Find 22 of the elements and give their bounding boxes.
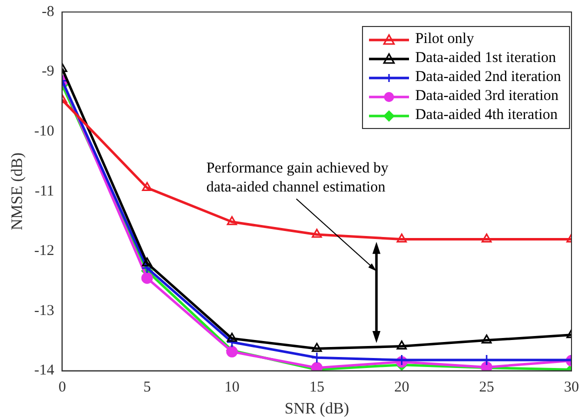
x-tick-label: 0 (58, 380, 66, 396)
x-tick-label: 10 (224, 380, 240, 396)
y-axis-title: NMSE (dB) (8, 152, 26, 230)
legend-label: Data-aided 3rd iteration (415, 88, 558, 104)
y-tick-label: -14 (34, 362, 55, 379)
legend-label: Data-aided 1st iteration (415, 50, 556, 66)
x-tick-label: 30 (564, 380, 579, 396)
y-tick-label: -11 (34, 183, 54, 200)
y-tick-label: -13 (34, 302, 54, 319)
y-tick-label: -9 (42, 64, 54, 80)
y-tick-label: -12 (34, 243, 54, 260)
x-tick-label: 20 (394, 380, 410, 396)
x-tick-label: 15 (309, 380, 324, 396)
legend-label: Data-aided 2nd iteration (415, 69, 561, 85)
annotation: Performance gain achieved by data-aided channel estimation (206, 160, 389, 196)
y-tick-label: -10 (34, 124, 54, 140)
legend-label: Data-aided 4th iteration (415, 107, 558, 123)
legend-label: Pilot only (415, 31, 474, 47)
x-axis-title: SNR (dB) (284, 400, 350, 418)
y-tick-label: -8 (42, 4, 54, 20)
x-tick-label: 25 (479, 380, 494, 396)
x-tick-label: 5 (143, 380, 151, 396)
